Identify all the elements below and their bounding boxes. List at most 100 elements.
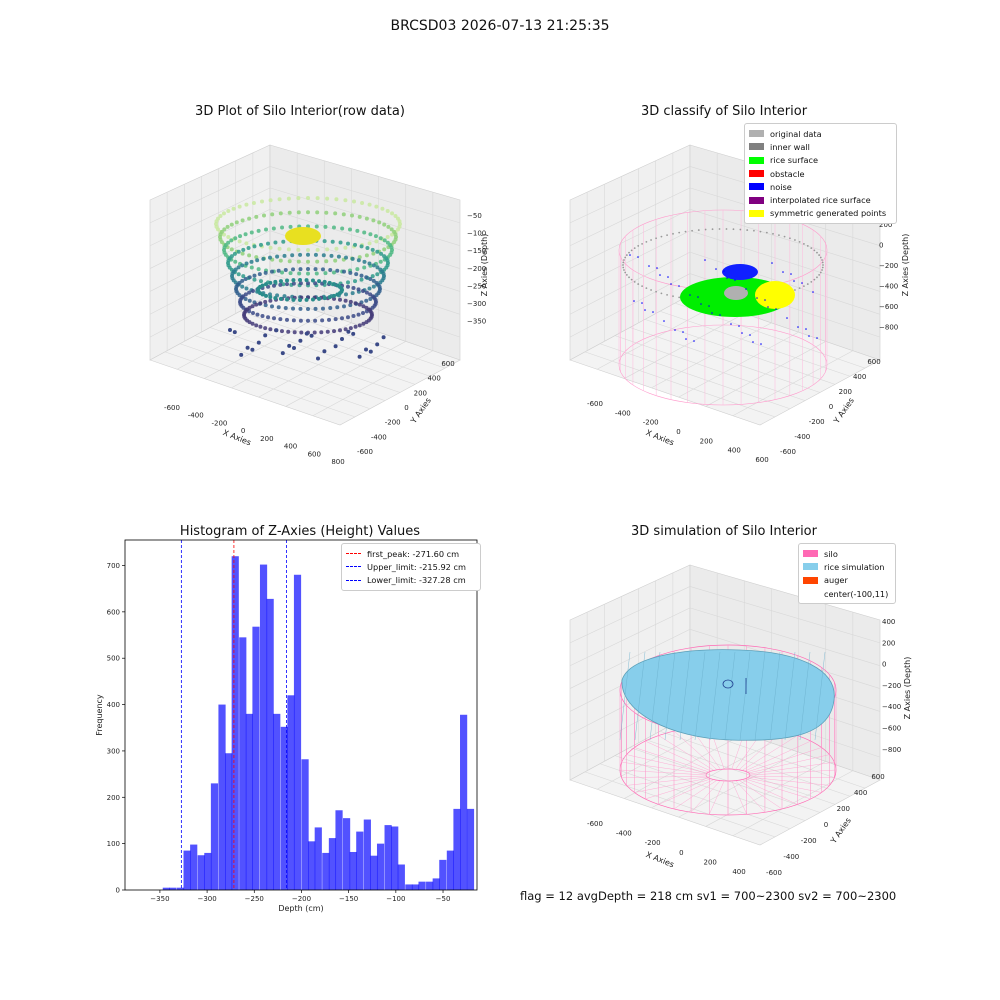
classify-legend: original data inner wall rice surface ob…: [744, 123, 897, 225]
data-point: [273, 279, 278, 284]
data-point: [364, 320, 369, 325]
mesh-line: [664, 651, 676, 741]
data-point: [278, 211, 283, 216]
data-point: [238, 298, 243, 303]
x-tick-label: 400: [727, 447, 740, 455]
data-point: [353, 242, 358, 247]
mesh-line: [619, 651, 631, 741]
data-point: [336, 254, 341, 259]
grid-line: [732, 350, 854, 416]
data-point: [263, 270, 268, 275]
data-point: [241, 305, 246, 310]
simulation-legend: silo rice simulation auger center(-100,1…: [798, 543, 896, 605]
legend-swatch: [749, 156, 764, 164]
data-point: [352, 244, 356, 249]
data-point: [214, 224, 219, 229]
grid-line: [569, 650, 691, 712]
y-tick-label: 200: [107, 794, 120, 802]
grid-line: [569, 693, 691, 758]
data-point: [806, 245, 809, 247]
center-patch: [724, 286, 748, 300]
histogram-bar: [356, 831, 364, 890]
data-point: [298, 338, 303, 343]
data-point: [306, 318, 310, 323]
data-point: [678, 285, 680, 287]
grid-line: [644, 319, 836, 385]
auger-center: [722, 679, 734, 689]
data-point: [219, 240, 224, 245]
data-point: [298, 306, 303, 311]
silo-spoke: [731, 780, 747, 815]
data-point: [782, 271, 784, 273]
grid-line: [149, 251, 271, 315]
data-point: [289, 239, 294, 244]
data-point: [368, 292, 373, 297]
data-point: [745, 288, 747, 290]
data-point: [670, 283, 672, 285]
data-point: [249, 259, 254, 264]
grid-line: [689, 650, 881, 712]
data-point: [291, 318, 296, 323]
data-point: [357, 255, 362, 260]
z-tick-label: 200: [882, 639, 895, 647]
data-point: [251, 243, 256, 248]
x-tick-label: -200: [211, 419, 227, 427]
data-point: [320, 306, 325, 311]
data-point: [373, 234, 378, 239]
data-point: [346, 241, 350, 246]
histogram-bar: [342, 818, 351, 890]
data-point: [628, 276, 630, 279]
x-tick-label: −100: [386, 895, 405, 903]
data-point: [348, 268, 352, 273]
data-point: [247, 305, 252, 310]
data-point: [258, 324, 263, 329]
data-point: [700, 303, 702, 305]
data-point: [666, 234, 668, 237]
data-point: [641, 285, 643, 288]
data-point: [243, 307, 248, 312]
data-point: [312, 295, 317, 300]
data-point: [247, 309, 252, 314]
data-point: [373, 301, 378, 306]
data-point: [226, 263, 231, 268]
grid-line: [149, 187, 271, 246]
silo-mid-ring: [619, 724, 837, 816]
data-point: [380, 206, 385, 211]
pane-floor: [569, 714, 881, 846]
data-point: [348, 299, 353, 304]
data-point: [382, 238, 387, 243]
data-point: [715, 268, 717, 270]
data-point: [245, 318, 250, 323]
data-point: [381, 271, 386, 276]
data-point: [630, 278, 633, 281]
data-point: [257, 301, 262, 306]
legend-swatch: [749, 143, 764, 151]
data-point: [242, 311, 247, 316]
data-point: [249, 265, 254, 270]
data-point: [312, 330, 317, 335]
data-point: [746, 299, 749, 301]
data-point: [334, 246, 339, 251]
silo-spoke: [626, 776, 708, 786]
data-point: [296, 247, 301, 252]
data-point: [348, 326, 353, 331]
data-point: [377, 220, 382, 225]
data-point: [256, 289, 261, 294]
data-point: [296, 196, 301, 201]
data-point: [697, 229, 700, 231]
data-point: [256, 267, 261, 272]
histogram-ylabel: Frequency: [95, 694, 104, 736]
data-point: [380, 278, 385, 283]
data-point: [357, 214, 362, 219]
data-point: [398, 222, 402, 226]
data-point: [370, 247, 375, 252]
histogram-bar: [453, 808, 461, 890]
data-point: [739, 228, 742, 231]
silo-spoke: [619, 769, 707, 776]
data-point: [257, 272, 262, 277]
data-point: [338, 281, 343, 286]
data-point: [778, 234, 780, 237]
data-point: [223, 243, 228, 248]
data-point: [251, 200, 256, 205]
data-point: [240, 218, 245, 223]
